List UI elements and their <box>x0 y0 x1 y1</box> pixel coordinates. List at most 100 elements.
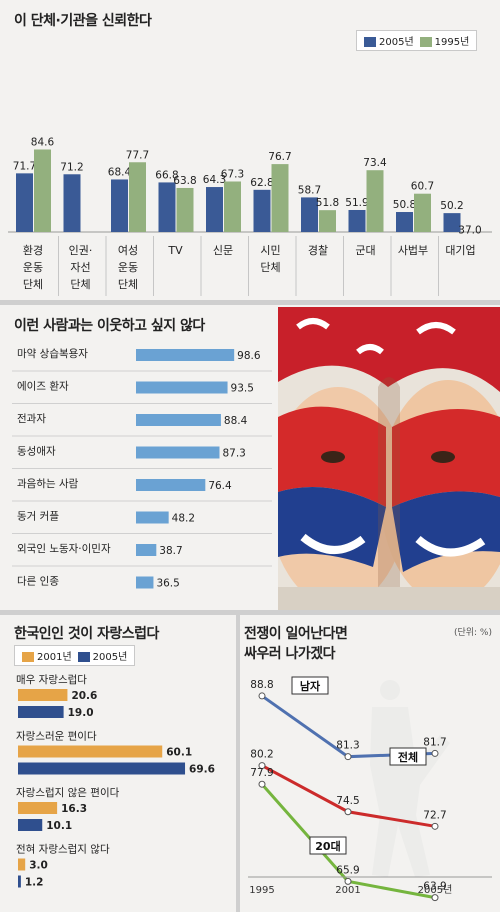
war-point <box>258 780 266 788</box>
trust-bar-1995 <box>271 164 289 232</box>
trust-bar-2005 <box>158 182 176 232</box>
neighbor-category-label: 마약 상습복용자 <box>17 348 88 360</box>
proud-chart-legend: 2001년 2005년 <box>14 645 136 666</box>
trust-chart-plot: 71.784.6환경운동단체71.2인권·자선단체68.477.7여성운동단체6… <box>8 136 492 296</box>
proud-category-label: 매우 자랑스럽다 <box>16 673 87 686</box>
trust-category-label: 신문 <box>213 244 233 257</box>
soldier-silhouette <box>370 680 450 877</box>
neighbor-bar <box>136 414 221 426</box>
proud-chart-panel: 한국인인 것이 자랑스럽다 2001년 2005년 매우 자랑스럽다 20.6 19… <box>0 615 236 912</box>
neighbor-category-label: 전과자 <box>17 413 46 425</box>
panel-divider <box>0 300 500 305</box>
legend-swatch-2001 <box>22 652 34 662</box>
proud-value-label: 1.2 <box>25 877 44 889</box>
legend-item-2001: 2001년 <box>22 648 72 663</box>
proud-bar-2001 <box>18 858 26 871</box>
trust-category-label: 경찰 <box>308 244 328 257</box>
neighbor-value-label: 87.3 <box>222 448 245 460</box>
trust-value-label: 66.8 <box>155 169 178 181</box>
war-point <box>431 822 439 830</box>
neighbor-value-label: 93.5 <box>231 383 254 395</box>
proud-value-label: 3.0 <box>29 860 48 872</box>
neighbor-bar <box>136 446 220 459</box>
trust-value-label: 58.7 <box>298 184 321 196</box>
war-value-label: 65.9 <box>336 864 359 876</box>
neighbor-bar <box>136 479 206 491</box>
proud-bar-2001 <box>18 689 68 701</box>
legend-label-2005b: 2005년 <box>92 652 128 663</box>
trust-bar-1995 <box>224 181 241 232</box>
trust-category-label: TV <box>167 244 183 257</box>
war-point <box>344 877 352 885</box>
war-series-tag: 남자 <box>300 679 321 693</box>
proud-category-label: 자랑스러운 편이다 <box>16 730 97 743</box>
neighbor-bar <box>136 576 154 589</box>
proud-bar-2001 <box>18 745 163 758</box>
trust-category-label: 단체 <box>23 278 43 291</box>
war-x-tick-label: 2005년 <box>418 884 453 896</box>
neighbor-category-label: 동거 커플 <box>17 511 59 523</box>
trust-chart-panel: 이 단체·기관을 신뢰한다 2005년 1995년 71.7 84.6 환경 운동 단체… <box>0 0 500 300</box>
neighbor-value-label: 76.4 <box>208 480 232 492</box>
war-series-tag: 20대 <box>315 839 340 853</box>
neighbor-bar <box>136 349 235 361</box>
war-chart-title-line1: 전쟁이 일어난다면 <box>244 626 348 642</box>
neighbor-category-label: 과음하는 사람 <box>17 477 79 490</box>
legend-label-2001: 2001년 <box>37 652 72 663</box>
war-point <box>344 753 352 761</box>
legend-item-1995: 1995년 <box>419 33 469 48</box>
trust-category-label: 시민 <box>260 244 280 257</box>
panel-divider-2 <box>0 610 500 615</box>
trust-bar-2005 <box>206 187 223 232</box>
trust-value-label: 71.7 <box>13 160 36 172</box>
war-point <box>431 894 439 902</box>
war-value-label: 74.5 <box>336 795 359 807</box>
neighbor-chart-plot: 마약 상습복용자 98.6 에이즈 환자 93.5 전과자 88.4 동성애자 87.3 과음하… <box>12 348 272 590</box>
neighbor-chart-title: 이런 사람과는 이웃하고 싶지 않다 <box>14 318 205 334</box>
trust-value-label: 67.3 <box>221 168 244 180</box>
war-value-label: 77.9 <box>250 767 273 779</box>
war-chart-plot: 88.8 81.3 81.7 80.2 74.5 72.7 77.9 65.9 63.9 남자전체… <box>248 676 492 902</box>
proud-value-label: 10.1 <box>46 820 72 832</box>
trust-value-label: 60.7 <box>411 181 434 193</box>
trust-category-label: 사법부 <box>398 244 428 257</box>
trust-value-label: 71.2 <box>60 161 83 173</box>
war-point <box>344 808 352 816</box>
war-series-tag-box <box>389 747 427 766</box>
trust-value-label: 73.4 <box>363 157 387 169</box>
war-value-label: 81.3 <box>336 740 359 752</box>
proud-bar-2005 <box>18 762 186 775</box>
war-value-label: 63.9 <box>423 881 446 893</box>
legend-item-2005b: 2005년 <box>77 648 128 663</box>
trust-bar-2005 <box>63 174 81 232</box>
neighbor-category-label: 외국인 노동자·이민자 <box>17 543 111 555</box>
trust-bar-1995 <box>176 187 194 232</box>
trust-category-label: 자선 <box>70 261 90 274</box>
trust-category-label: 대기업 <box>445 244 475 257</box>
cheering-fans-photo <box>278 307 500 610</box>
trust-category-label: 군대 <box>355 244 375 257</box>
trust-bar-1995 <box>366 170 384 232</box>
war-value-label: 80.2 <box>250 749 273 761</box>
trust-category-label: 단체 <box>70 278 90 291</box>
proud-category-label: 자랑스럽지 않은 편이다 <box>16 786 120 799</box>
trust-value-label: 51.8 <box>316 197 339 209</box>
trust-value-label: 77.7 <box>126 149 149 161</box>
trust-value-label: 84.6 <box>31 136 55 148</box>
war-chart-unit: (단위: %) <box>453 628 492 638</box>
proud-category-label: 전혀 자랑스럽지 않다 <box>16 843 110 856</box>
proud-value-label: 16.3 <box>61 803 87 815</box>
trust-bar-2005 <box>111 179 128 232</box>
trust-value-label: 51.9 <box>345 197 368 209</box>
vertical-divider <box>236 615 240 912</box>
trust-bar-1995 <box>129 162 146 232</box>
trust-value-label: 37.0 <box>458 225 481 237</box>
trust-category-label: 여성 <box>118 244 138 257</box>
trust-bar-1995 <box>319 210 336 232</box>
proud-bar-2005 <box>18 875 21 888</box>
trust-bar-2005 <box>348 209 366 232</box>
war-series-tag-box <box>291 676 329 695</box>
proud-chart-title: 한국인인 것이 자랑스럽다 <box>14 626 159 642</box>
proud-value-label: 20.6 <box>71 690 97 702</box>
trust-chart-legend: 2005년 1995년 <box>356 30 478 51</box>
